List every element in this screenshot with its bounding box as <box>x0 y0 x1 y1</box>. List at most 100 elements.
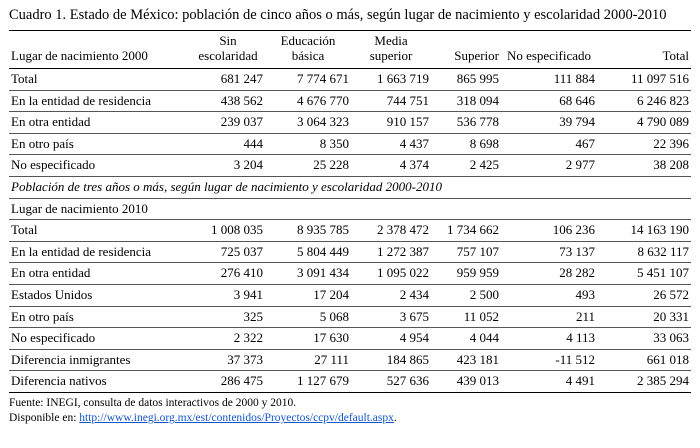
cell-total: 6 246 823 <box>637 92 689 108</box>
cell-superior: 439 013 <box>456 373 499 389</box>
cell-superior: 2 500 <box>469 286 499 302</box>
row-label: En la entidad de residencia <box>11 243 152 259</box>
cell-media-superior: 3 675 <box>399 308 429 324</box>
cell-media-superior: 4 954 <box>399 330 429 346</box>
row-label: En otra entidad <box>11 265 91 281</box>
table-footer: Fuente: INEGI, consulta de datos interac… <box>9 393 691 427</box>
cell-no-especificado: 73 137 <box>559 243 595 259</box>
table-header: Lugar de nacimiento 2000 Sin escolaridad… <box>9 30 691 70</box>
cell-media-superior: 527 636 <box>386 373 429 389</box>
table-row: En otro país 444 8 350 4 437 8 698 467 2… <box>9 133 691 155</box>
cell-superior: 1 734 662 <box>447 222 499 238</box>
cell-no-especificado: 39 794 <box>559 114 595 130</box>
cell-sin-escolaridad: 239 037 <box>220 114 263 130</box>
cell-educacion-basica: 7 774 671 <box>297 71 349 87</box>
cell-sin-escolaridad: 1 008 035 <box>211 222 263 238</box>
cell-total: 26 572 <box>653 286 689 302</box>
interlude-text: Población de tres años o más, según luga… <box>11 179 442 194</box>
cell-educacion-basica: 4 676 770 <box>297 92 349 108</box>
cell-sin-escolaridad: 286 475 <box>220 373 263 389</box>
cell-sin-escolaridad: 2 322 <box>233 330 263 346</box>
row-label: Diferencia nativos <box>11 373 107 389</box>
cell-no-especificado: 68 646 <box>559 92 595 108</box>
cell-total: 38 208 <box>653 157 689 173</box>
source-note: Fuente: INEGI, consulta de datos interac… <box>9 396 297 409</box>
cell-sin-escolaridad: 37 373 <box>227 351 263 367</box>
cell-total: 4 790 089 <box>637 114 689 130</box>
cell-total: 33 063 <box>653 330 689 346</box>
cell-educacion-basica: 17 630 <box>313 330 349 346</box>
cell-media-superior: 2 434 <box>399 286 429 302</box>
cell-sin-escolaridad: 276 410 <box>220 265 263 281</box>
column-header-total: Total <box>597 30 691 70</box>
cell-educacion-basica: 5 804 449 <box>297 243 349 259</box>
cell-educacion-basica: 5 068 <box>319 308 349 324</box>
table-row: Total 1 008 035 8 935 785 2 378 472 1 73… <box>9 220 691 242</box>
column-header-educacion-basica: Educación básica <box>265 30 351 70</box>
row-label: Total <box>11 71 38 87</box>
cell-sin-escolaridad: 444 <box>243 135 264 151</box>
column-header-sin-escolaridad: Sin escolaridad <box>191 30 265 70</box>
cell-educacion-basica: 3 091 434 <box>297 265 349 281</box>
header-row: Lugar de nacimiento 2000 Sin escolaridad… <box>9 30 691 70</box>
table-row: Estados Unidos 3 941 17 204 2 434 2 500 … <box>9 284 691 307</box>
row-label: Diferencia inmigrantes <box>11 351 131 367</box>
cell-no-especificado: -11 512 <box>555 351 595 367</box>
cell-no-especificado: 4 491 <box>565 373 595 389</box>
section-2010: Total 1 008 035 8 935 785 2 378 472 1 73… <box>9 220 691 393</box>
table-row: En otra entidad 276 410 3 091 434 1 095 … <box>9 263 691 285</box>
cell-sin-escolaridad: 325 <box>243 308 264 324</box>
table-row: Diferencia nativos 286 475 1 127 679 527… <box>9 371 691 393</box>
column-header-media-superior: Media superior <box>351 30 431 70</box>
cell-no-especificado: 2 977 <box>565 157 595 173</box>
cell-superior: 318 094 <box>456 92 499 108</box>
table-row: En la entidad de residencia 725 037 5 80… <box>9 241 691 263</box>
cell-superior: 11 052 <box>463 308 499 324</box>
cell-sin-escolaridad: 3 204 <box>233 157 263 173</box>
column-header-no-especificado: No especificado <box>501 30 597 70</box>
url-suffix: . <box>393 412 397 425</box>
cell-media-superior: 4 437 <box>399 135 429 151</box>
cell-media-superior: 184 865 <box>386 351 429 367</box>
cell-media-superior: 4 374 <box>399 157 429 173</box>
table-row: En otro país 325 5 068 3 675 11 052 211 … <box>9 306 691 328</box>
section-divider: Población de tres años o más, según luga… <box>9 177 691 220</box>
cell-media-superior: 910 157 <box>386 114 429 130</box>
cell-educacion-basica: 25 228 <box>313 157 349 173</box>
cell-total: 20 331 <box>653 308 689 324</box>
population-table: Lugar de nacimiento 2000 Sin escolaridad… <box>9 29 691 393</box>
cell-total: 661 018 <box>646 351 689 367</box>
cell-no-especificado: 467 <box>575 135 596 151</box>
row-label: En otro país <box>11 135 74 151</box>
column-header-superior: Superior <box>431 30 501 70</box>
cell-educacion-basica: 27 111 <box>314 351 349 367</box>
cell-educacion-basica: 8 350 <box>319 135 349 151</box>
cell-total: 5 451 107 <box>637 265 689 281</box>
table-row: En otra entidad 239 037 3 064 323 910 15… <box>9 112 691 134</box>
cell-media-superior: 2 378 472 <box>377 222 429 238</box>
cell-superior: 959 959 <box>456 265 499 281</box>
cell-sin-escolaridad: 681 247 <box>220 71 263 87</box>
cell-superior: 757 107 <box>456 243 499 259</box>
cell-educacion-basica: 1 127 679 <box>297 373 349 389</box>
table-row: No especificado 3 204 25 228 4 374 2 425… <box>9 155 691 177</box>
table-row: No especificado 2 322 17 630 4 954 4 044… <box>9 328 691 350</box>
row-label: No especificado <box>11 157 96 173</box>
cell-total: 8 632 117 <box>637 243 689 259</box>
row-dimension-header-2000: Lugar de nacimiento 2000 <box>9 30 191 70</box>
cell-superior: 865 995 <box>456 71 499 87</box>
row-label: En otro país <box>11 308 74 324</box>
cell-educacion-basica: 3 064 323 <box>297 114 349 130</box>
cell-no-especificado: 4 113 <box>566 330 595 346</box>
cell-superior: 423 181 <box>456 351 499 367</box>
available-label: Disponible en: <box>9 412 80 425</box>
section-2000: Total 681 247 7 774 671 1 663 719 865 99… <box>9 69 691 177</box>
cell-superior: 4 044 <box>469 330 499 346</box>
source-url-link[interactable]: http://www.inegi.org.mx/est/contenidos/P… <box>79 412 394 425</box>
availability-note: Disponible en: http://www.inegi.org.mx/e… <box>9 411 691 427</box>
table-title: Cuadro 1. Estado de México: población de… <box>9 7 667 23</box>
table-row: Diferencia inmigrantes 37 373 27 111 184… <box>9 349 691 371</box>
cell-media-superior: 1 272 387 <box>377 243 429 259</box>
row-label: No especificado <box>11 330 96 346</box>
